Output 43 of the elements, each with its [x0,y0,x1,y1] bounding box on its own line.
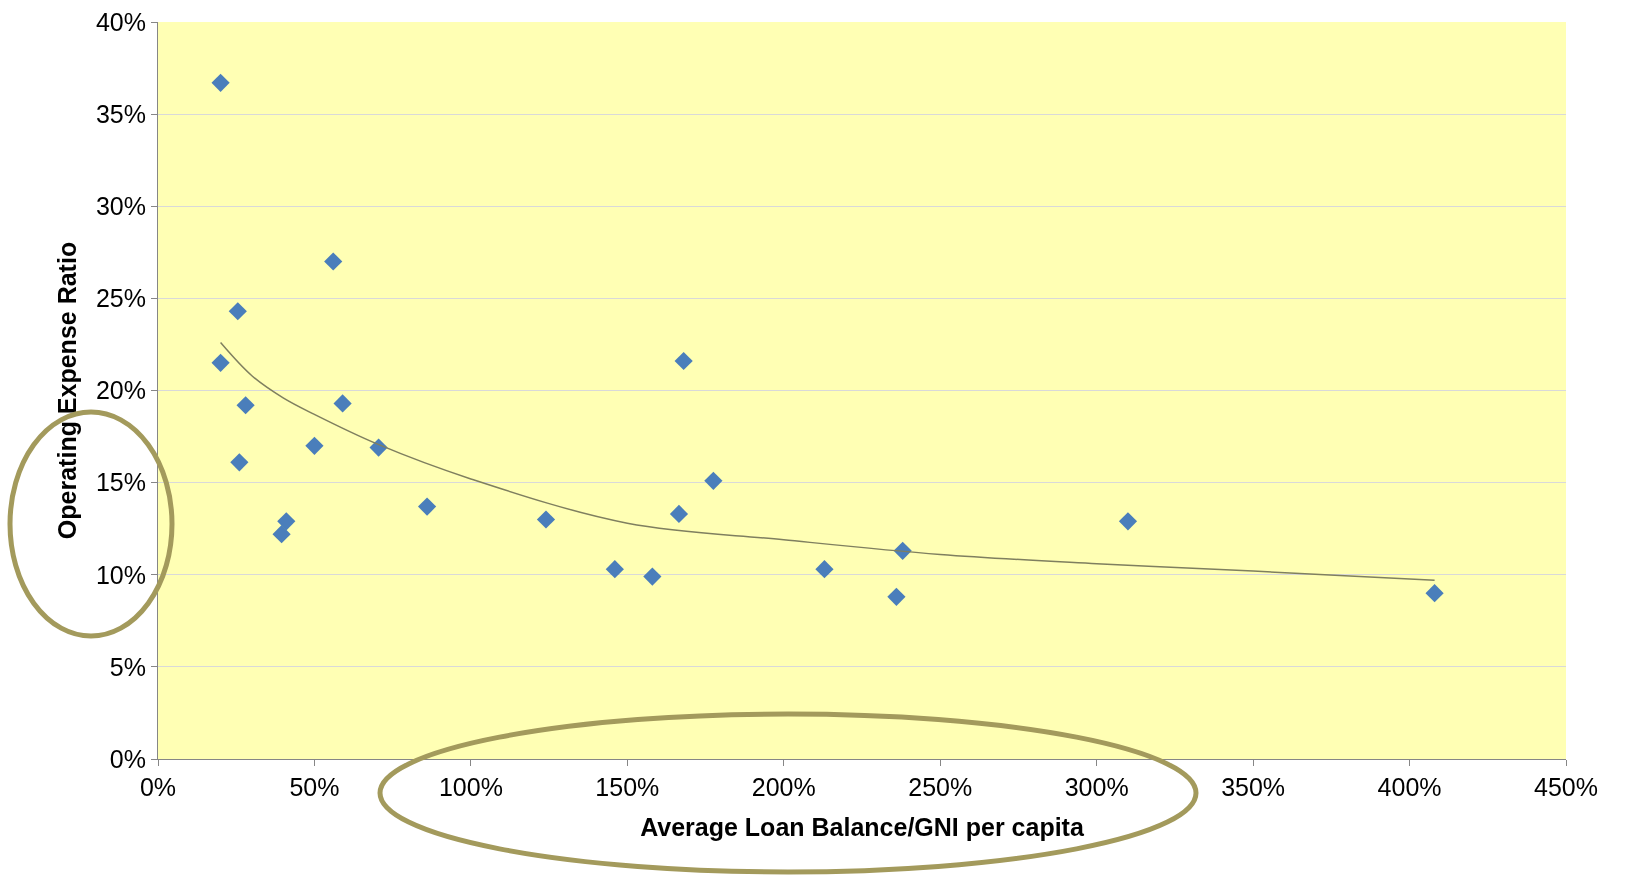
x-tick-label: 0% [139,773,177,801]
point [704,471,723,490]
y-tick-label: 40% [95,7,146,36]
point [674,351,693,371]
point [643,567,662,586]
point [305,436,324,455]
x-tick-label: 450% [1534,773,1598,801]
y-tick-label: 10% [95,560,146,589]
y-axis-title: Operating Expense Ratio [52,241,81,540]
x-tick-label: 300% [1064,773,1129,801]
point [887,587,906,606]
point [272,525,291,544]
point [211,353,230,372]
point [236,396,255,415]
x-tick-label: 250% [908,773,973,801]
point [211,73,230,92]
point [417,497,437,516]
x-tick-label: 150% [595,773,660,801]
point [1118,512,1138,531]
line-series [219,341,1436,582]
x-tick-label: 50% [289,773,340,801]
point [536,510,556,529]
y-tick-label: 5% [109,652,146,681]
y-tick-label: 15% [95,468,146,497]
point [815,560,834,579]
point [605,560,624,579]
x-tick-label: 100% [438,773,503,801]
y-tick-label: 30% [95,192,146,220]
point [324,252,343,271]
y-tick-label: 25% [95,284,146,313]
x-tick-label: 200% [751,773,816,801]
point [230,453,249,472]
y-tick-label: 35% [95,99,146,128]
point [1425,584,1444,603]
x-tick-label: 400% [1377,773,1442,801]
y-tick-label: 20% [95,376,146,405]
point [669,504,689,524]
point [333,394,352,413]
point [277,512,296,531]
y-tick-label: 0% [109,744,146,773]
x-tick-label: 350% [1221,773,1286,801]
x-axis-title: Average Loan Balance/GNI per capita [640,813,1085,841]
point [228,302,247,321]
